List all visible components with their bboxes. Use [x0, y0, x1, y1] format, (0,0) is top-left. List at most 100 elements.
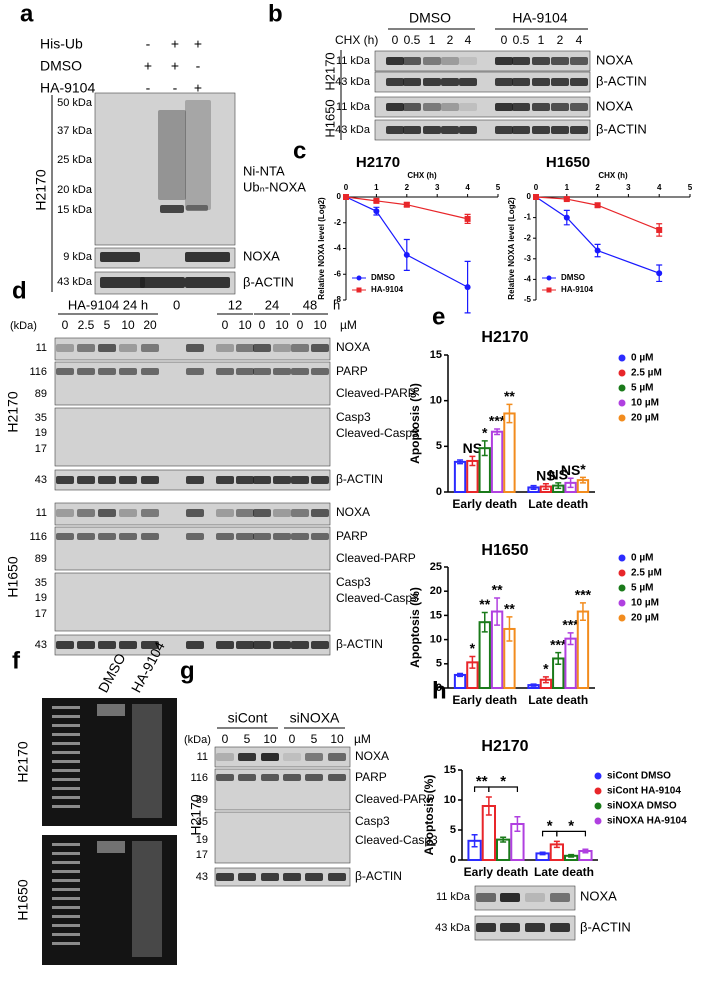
error-bar [506, 403, 513, 424]
y-tick-label: 25 [430, 561, 442, 573]
blot-strip [54, 407, 331, 467]
protein-label: NOXA [580, 888, 617, 903]
protein-label: β-ACTIN [596, 121, 647, 136]
time-label: 0 [392, 33, 399, 47]
point [563, 214, 570, 221]
mw-label: 11 kDa [336, 55, 371, 67]
conc-label: 10 [263, 732, 277, 746]
cell-line-label: H1650 [322, 99, 337, 137]
error-bar [553, 840, 560, 849]
bracket [556, 830, 587, 837]
band [291, 509, 309, 517]
band [273, 533, 291, 540]
band [570, 103, 588, 111]
ladder-band [52, 915, 80, 918]
band [119, 476, 137, 484]
blot-strip [374, 71, 591, 93]
legend-marker [594, 772, 602, 780]
protein-label: Cleaved-Casp3 [355, 833, 438, 847]
blot-strip [374, 50, 591, 72]
ladder-band [52, 715, 80, 718]
blot-strip [374, 119, 591, 141]
band [216, 344, 234, 352]
band [441, 78, 459, 86]
legend-marker [594, 817, 602, 825]
protein-label: NOXA [336, 340, 370, 354]
x-tick-label: 4 [465, 183, 470, 192]
x-tick-label: Early death [452, 693, 517, 707]
band [495, 103, 513, 111]
conc-label: 0 [222, 732, 229, 746]
smear [132, 841, 162, 957]
protein-label: NOXA [336, 505, 370, 519]
protein-label: PARP [336, 529, 368, 543]
significance-label: ** [504, 601, 515, 617]
x-axis-label: CHX (h) [598, 171, 628, 180]
band [311, 533, 329, 540]
protein-label: β-ACTIN [336, 637, 383, 651]
band [305, 753, 323, 761]
chart-title: H2170 [356, 154, 400, 171]
mw-label: 43 [35, 474, 47, 486]
band [236, 476, 254, 484]
significance-label: * [470, 640, 476, 656]
cell-line-label: H2170 [33, 169, 49, 210]
x-tick-label: Early death [452, 497, 517, 511]
unit-label: µM [354, 732, 371, 746]
lane-mark: + [194, 36, 202, 52]
band [459, 126, 477, 134]
band [476, 923, 496, 932]
significance-label: ** [479, 596, 490, 612]
band [403, 103, 421, 111]
band [77, 533, 95, 540]
y-tick-label: 5 [450, 824, 456, 836]
band [216, 533, 234, 540]
band [141, 368, 159, 375]
protein-label: β-ACTIN [596, 73, 647, 88]
legend-marker [618, 399, 626, 407]
mw-label: 11 [36, 507, 47, 519]
error-bar [539, 851, 546, 856]
y-tick-label: 0 [527, 192, 532, 201]
band [238, 873, 256, 881]
time-label: 24 [265, 297, 279, 312]
significance-label: ** [504, 388, 515, 404]
significance-label: ** [492, 582, 503, 598]
mw-label: 17 [35, 608, 47, 620]
mw-label: 43 kDa [57, 276, 93, 288]
ladder-band [52, 843, 80, 846]
conc-label: 5 [244, 732, 251, 746]
band [56, 344, 74, 352]
blot-strip [94, 92, 236, 246]
band [403, 78, 421, 86]
mw-label: 35 [35, 577, 47, 589]
band [119, 509, 137, 517]
legend-label: 2.5 µM [631, 568, 662, 579]
band [500, 893, 520, 902]
band [550, 893, 570, 902]
mw-label: 35 [196, 816, 208, 828]
smear [132, 704, 162, 818]
band [403, 126, 421, 134]
band [441, 126, 459, 134]
band [141, 509, 159, 517]
band [273, 476, 291, 484]
error-bar [567, 632, 574, 646]
protein-label: Casp3 [355, 814, 390, 828]
series-line [535, 196, 660, 274]
band [160, 205, 184, 213]
mw-label: 19 [196, 834, 208, 846]
series-line [345, 196, 468, 220]
band [459, 57, 477, 65]
legend-label: 20 µM [631, 413, 659, 424]
band [77, 344, 95, 352]
mw-label: 43 kDa [335, 124, 371, 136]
band [386, 57, 404, 65]
time-label: 2 [447, 33, 454, 47]
x-tick-label: 1 [374, 183, 379, 192]
error-bar [555, 482, 562, 490]
smear [97, 841, 125, 853]
y-tick-label: -1 [524, 213, 532, 222]
band [100, 277, 145, 288]
